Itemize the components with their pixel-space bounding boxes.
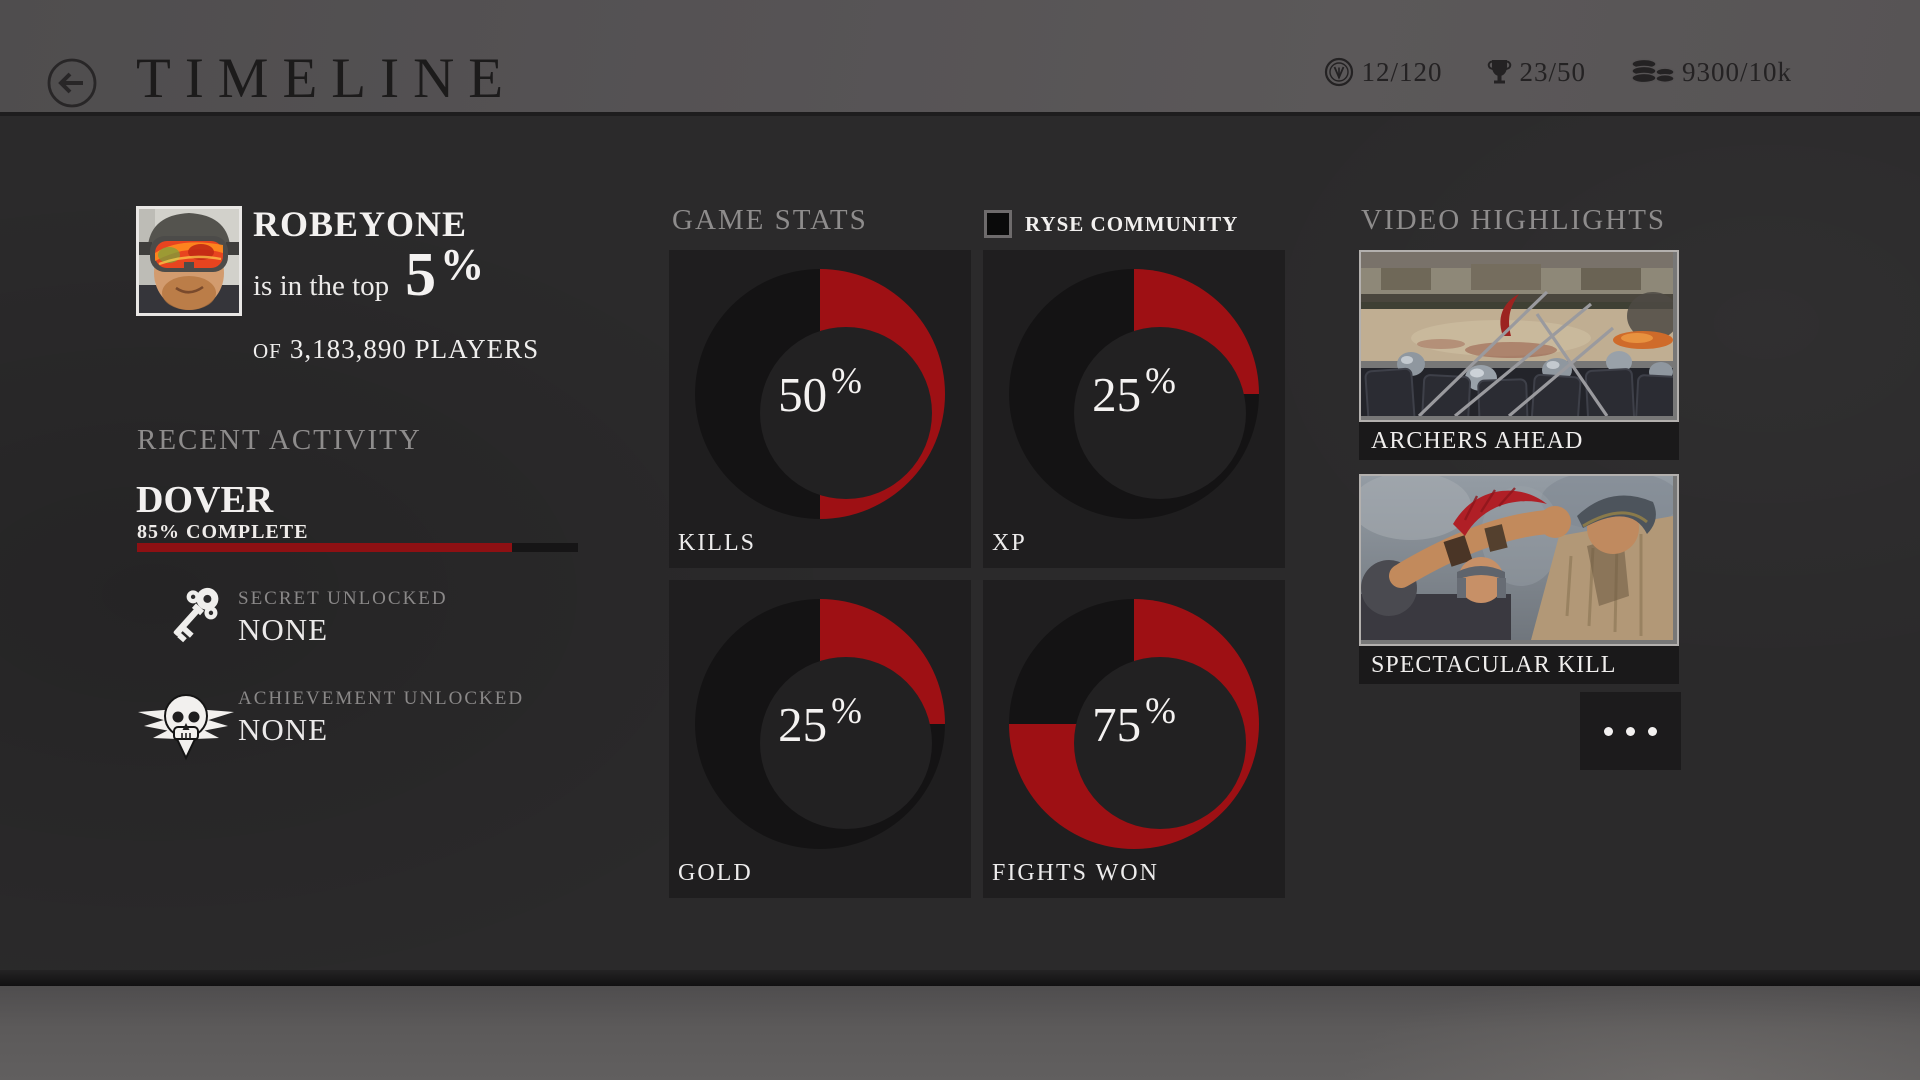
video-thumbnail: [1359, 250, 1679, 422]
ryse-community-label: RYSE COMMUNITY: [1025, 211, 1239, 236]
achievement-unlocked-value: NONE: [238, 712, 329, 747]
donut-ring: [695, 269, 945, 519]
footer-band: [0, 986, 1920, 1080]
video-thumbnail: [1359, 474, 1679, 646]
secret-unlocked-value: NONE: [238, 612, 329, 647]
recent-activity-heading: RECENT ACTIVITY: [137, 424, 422, 456]
profile-name: ROBEYONE: [253, 204, 468, 244]
back-arrow-icon: [47, 58, 97, 108]
header-bar: TIMELINE 12/120 23/50: [0, 0, 1920, 116]
profile-rank: is in the top 5%: [253, 240, 485, 309]
trophy-value: 23/50: [1519, 56, 1586, 87]
players-count: 3,183,890: [289, 334, 407, 364]
donut-hole: [760, 327, 932, 499]
mission-progress-bar: [137, 543, 578, 552]
dot-icon: [1604, 726, 1613, 736]
page-title: TIMELINE: [136, 47, 518, 110]
skull-wings-icon: [136, 678, 236, 771]
video-card-spectacular-kill[interactable]: SPECTACULAR KILL: [1359, 474, 1679, 684]
footer-shadow: [0, 970, 1920, 986]
header-metrics: 12/120 23/50: [1323, 56, 1792, 88]
trophy-metric: 23/50: [1486, 57, 1586, 88]
donut-ring: [695, 599, 945, 849]
valor-metric: 12/120: [1323, 56, 1442, 88]
players-label: PLAYERS: [414, 334, 540, 364]
secret-unlocked-label: SECRET UNLOCKED: [238, 588, 448, 609]
stat-tile-kills[interactable]: 50% KILLS: [669, 250, 971, 568]
players-count-line: OF 3,183,890 PLAYERS: [253, 334, 539, 365]
rank-percent: 5%: [405, 240, 485, 309]
mission-progress-fill: [137, 543, 512, 552]
donut-value: 25%: [778, 690, 862, 752]
video-title: SPECTACULAR KILL: [1359, 646, 1679, 684]
donut-value: 50%: [778, 360, 862, 422]
key-icon: [152, 576, 232, 665]
achievement-unlocked-block: ACHIEVEMENT UNLOCKED NONE: [238, 688, 524, 748]
stat-label: KILLS: [678, 530, 756, 556]
video-title: ARCHERS AHEAD: [1359, 422, 1679, 460]
valor-value: 12/120: [1361, 56, 1443, 87]
coins-metric: 9300/10k: [1630, 56, 1792, 88]
dot-icon: [1626, 726, 1635, 736]
game-stats-heading: GAME STATS: [672, 204, 868, 236]
stat-tile-gold[interactable]: 25% GOLD: [669, 580, 971, 898]
trophy-icon: [1488, 60, 1512, 84]
medal-icon: [1325, 57, 1354, 87]
more-videos-button[interactable]: [1580, 692, 1681, 770]
donut-value: 75%: [1092, 690, 1176, 752]
coins-icon: [1631, 58, 1675, 84]
of-label: OF: [253, 339, 282, 363]
video-card-archers-ahead[interactable]: ARCHERS AHEAD: [1359, 250, 1679, 460]
avatar[interactable]: [136, 206, 242, 316]
mission-name[interactable]: DOVER: [136, 479, 274, 521]
mission-progress-label: 85% COMPLETE: [137, 521, 309, 543]
achievement-unlocked-label: ACHIEVEMENT UNLOCKED: [238, 688, 525, 709]
donut-value: 25%: [1092, 360, 1176, 422]
ryse-community-checkbox[interactable]: [984, 210, 1012, 238]
dot-icon: [1648, 726, 1657, 736]
avatar-image: [139, 209, 239, 313]
footer-glow: [0, 986, 1920, 1080]
coins-value: 9300/10k: [1681, 56, 1792, 87]
stat-label: XP: [992, 530, 1027, 556]
donut-hole: [1074, 657, 1246, 829]
ryse-community-toggle[interactable]: RYSE COMMUNITY: [984, 210, 1238, 238]
stat-tile-fights-won[interactable]: 75% FIGHTS WON: [983, 580, 1285, 898]
donut-hole: [1074, 327, 1246, 499]
donut-ring: [1009, 269, 1259, 519]
video-highlights-heading: VIDEO HIGHLIGHTS: [1361, 204, 1667, 236]
secret-unlocked-block: SECRET UNLOCKED NONE: [238, 588, 448, 648]
donut-hole: [760, 657, 932, 829]
stat-tile-xp[interactable]: 25% XP: [983, 250, 1285, 568]
back-button[interactable]: [45, 56, 99, 110]
donut-ring: [1009, 599, 1259, 849]
rank-prefix: is in the top: [253, 270, 390, 302]
stat-label: FIGHTS WON: [992, 860, 1159, 886]
stat-label: GOLD: [678, 860, 753, 886]
